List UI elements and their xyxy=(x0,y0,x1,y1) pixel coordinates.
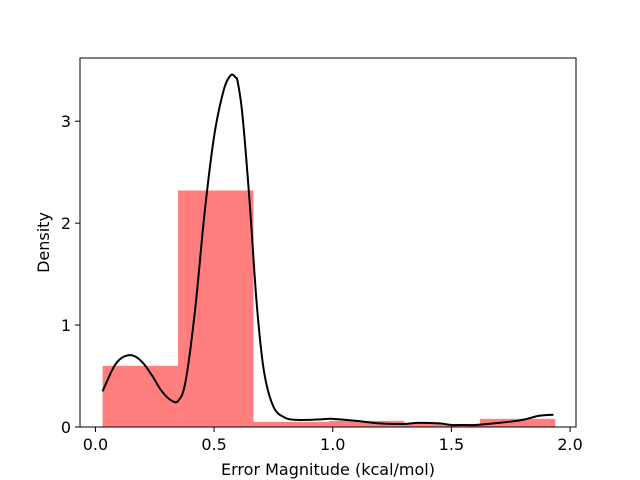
plot-frame xyxy=(79,57,577,428)
y-axis-ticks: 0 1 2 3 xyxy=(61,112,80,437)
histogram-bars xyxy=(102,190,556,427)
x-tick-label: 1.5 xyxy=(439,435,464,454)
y-tick-label: 3 xyxy=(61,112,71,131)
histogram-bar xyxy=(328,420,405,427)
histogram-bar xyxy=(479,418,556,427)
y-tick-label: 1 xyxy=(61,316,71,335)
y-axis-label: Density xyxy=(34,212,53,273)
x-tick-label: 2.0 xyxy=(557,435,582,454)
y-tick-label: 2 xyxy=(61,214,71,233)
x-tick-label: 0.5 xyxy=(201,435,226,454)
histogram-bar xyxy=(253,421,329,427)
x-tick-label: 0.0 xyxy=(83,435,108,454)
histogram-bar xyxy=(404,423,480,427)
kde-curve xyxy=(101,73,554,427)
x-axis-ticks: 0.0 0.5 1.0 1.5 2.0 xyxy=(83,427,583,454)
y-tick-label: 0 xyxy=(61,418,71,437)
x-tick-label: 1.0 xyxy=(320,435,345,454)
histogram-bar xyxy=(178,190,254,427)
x-axis-label: Error Magnitude (kcal/mol) xyxy=(221,460,435,479)
